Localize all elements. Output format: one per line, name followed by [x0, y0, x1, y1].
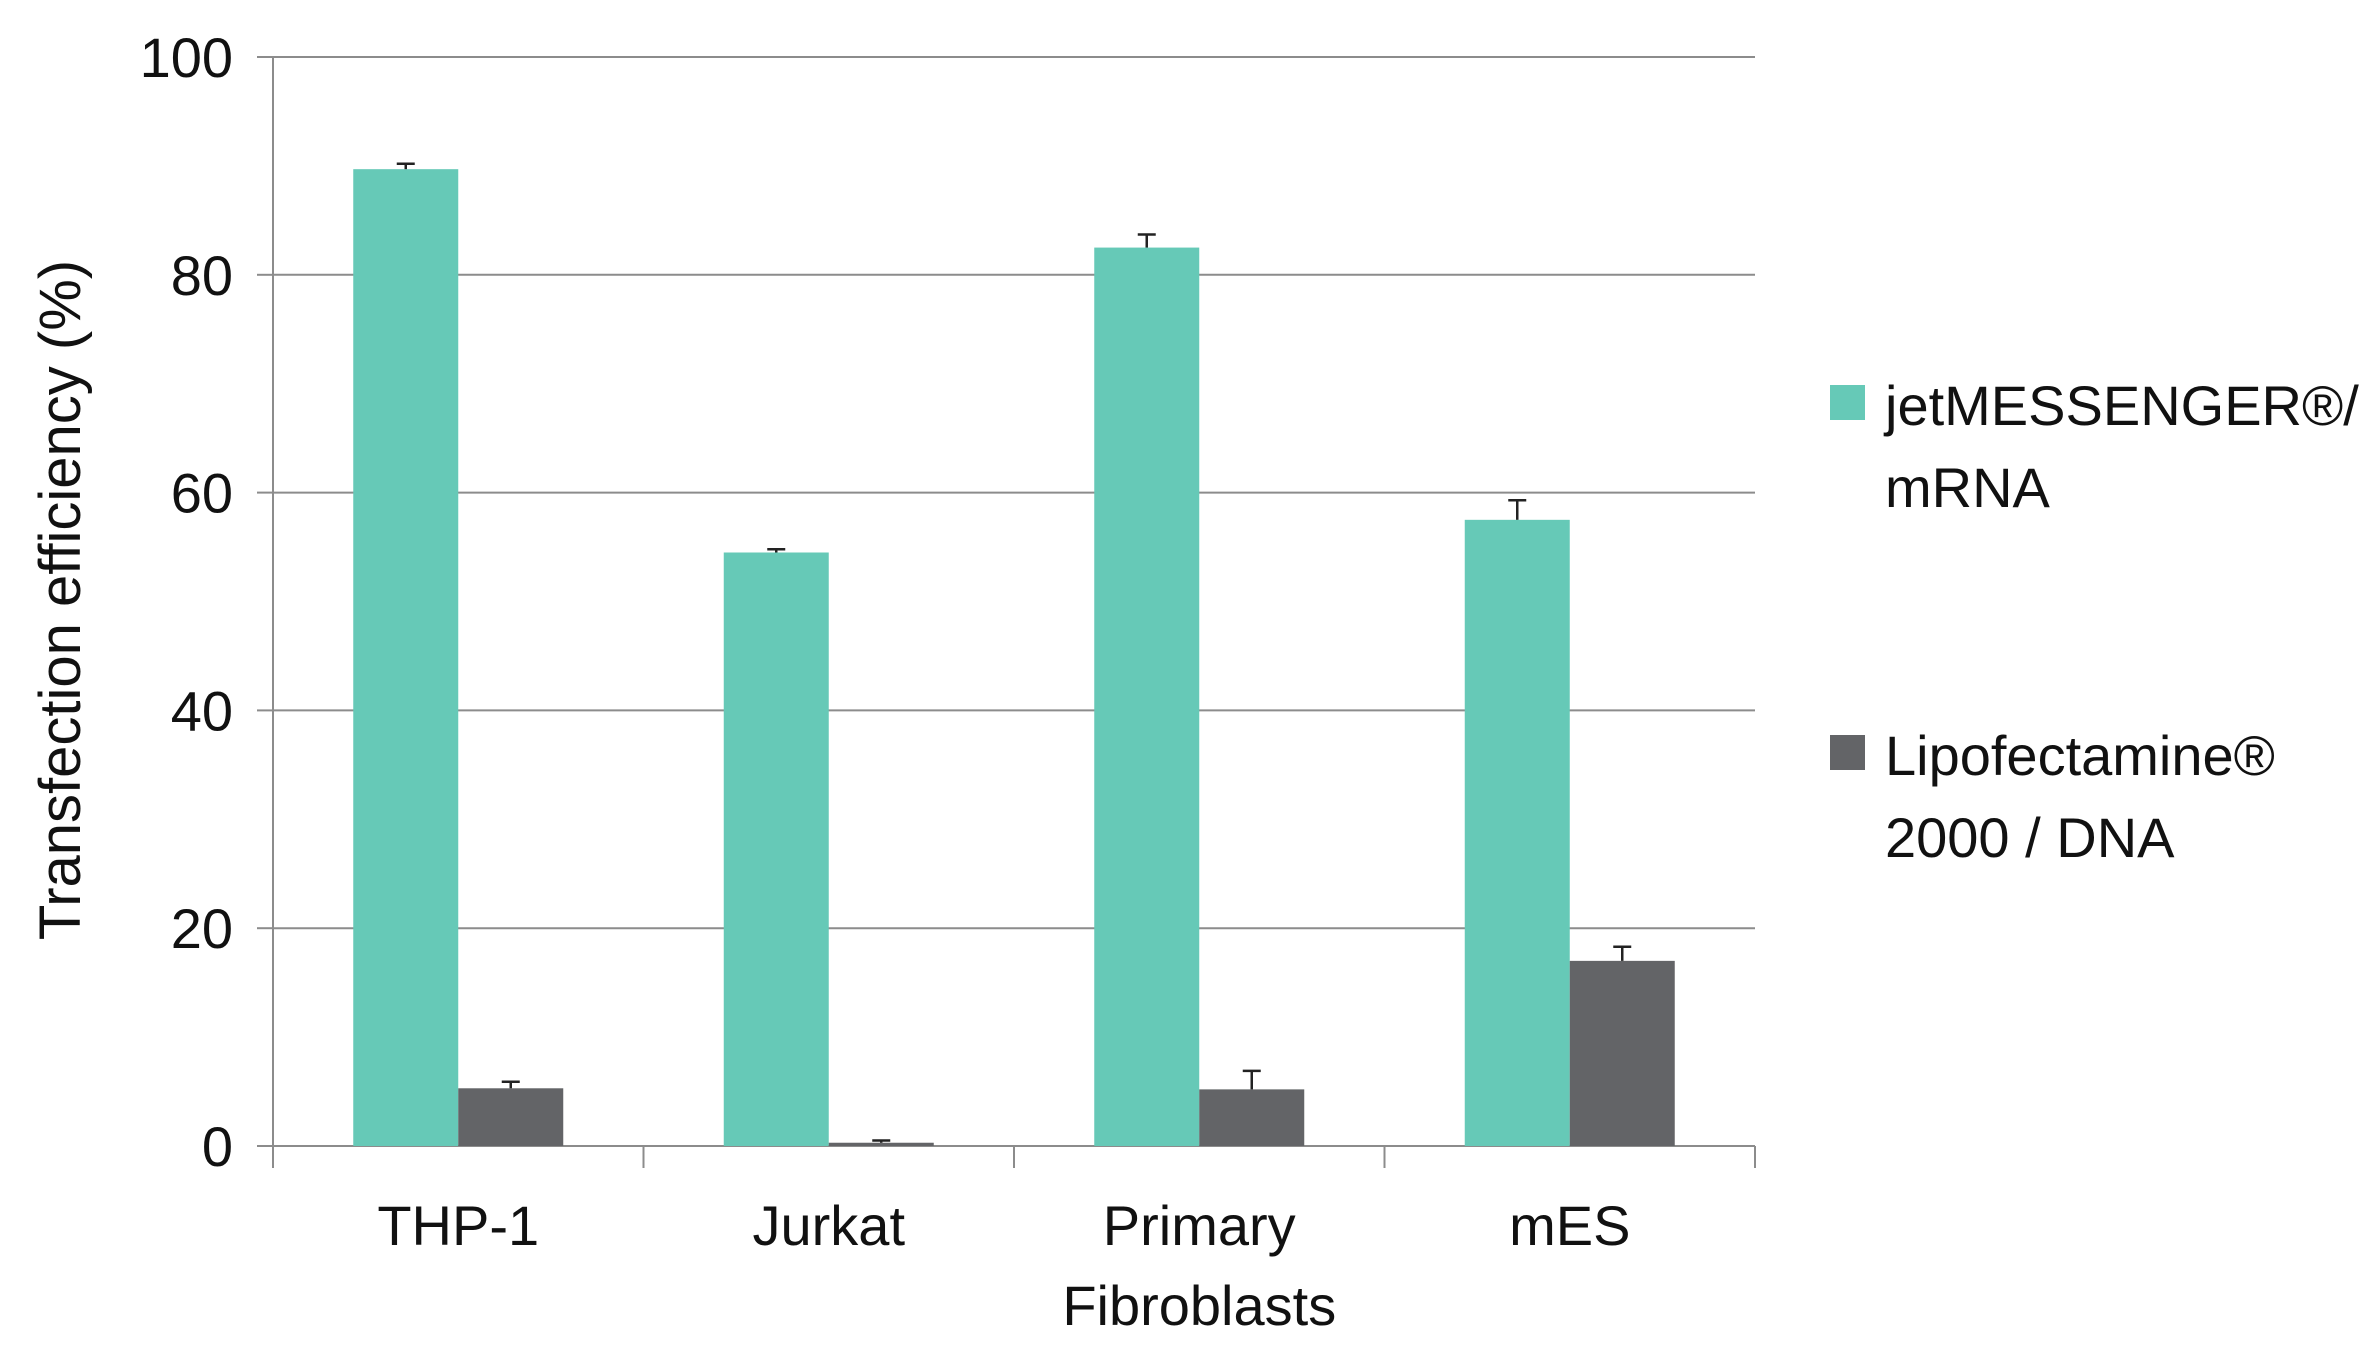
y-tick-label: 20 [171, 897, 233, 960]
bar-jetmessenger [353, 169, 459, 1147]
tick-labels: 0 20 40 60 80 100 [140, 26, 233, 1178]
legend-label: 2000 / DNA [1885, 806, 2175, 869]
bar-lipofectamine [828, 1142, 934, 1146]
y-tick-label: 0 [202, 1115, 233, 1178]
legend-swatch [1830, 735, 1865, 770]
legend-swatch [1830, 385, 1865, 420]
bar-lipofectamine [458, 1088, 564, 1146]
legend-label: mRNA [1885, 456, 2051, 519]
x-category-label: THP-1 [377, 1194, 539, 1257]
x-category-label: Jurkat [753, 1194, 906, 1257]
y-tick-label: 40 [171, 679, 233, 742]
y-tick-label: 60 [171, 462, 233, 525]
legend-label: jetMESSENGER®/ [1883, 374, 2359, 437]
y-axis-title: Transfection efficiency (%) [28, 260, 93, 940]
x-category-label: Fibroblasts [1062, 1274, 1336, 1337]
bar-jetmessenger [1464, 519, 1570, 1146]
legend-label: Lipofectamine® [1885, 724, 2275, 787]
category-labels: THP-1 Jurkat Primary Fibroblasts mES [377, 1194, 1630, 1337]
bar-jetmessenger [723, 552, 829, 1146]
x-category-label: Primary [1103, 1194, 1296, 1257]
x-category-label: mES [1509, 1194, 1630, 1257]
bar-lipofectamine [1569, 960, 1675, 1146]
bar-jetmessenger [1094, 247, 1200, 1146]
bar-lipofectamine [1199, 1089, 1305, 1146]
y-tick-label: 100 [140, 26, 233, 89]
y-tick-label: 80 [171, 244, 233, 307]
legend: jetMESSENGER®/ mRNA Lipofectamine® 2000 / D… [1830, 374, 2359, 869]
bars [353, 162, 1675, 1147]
